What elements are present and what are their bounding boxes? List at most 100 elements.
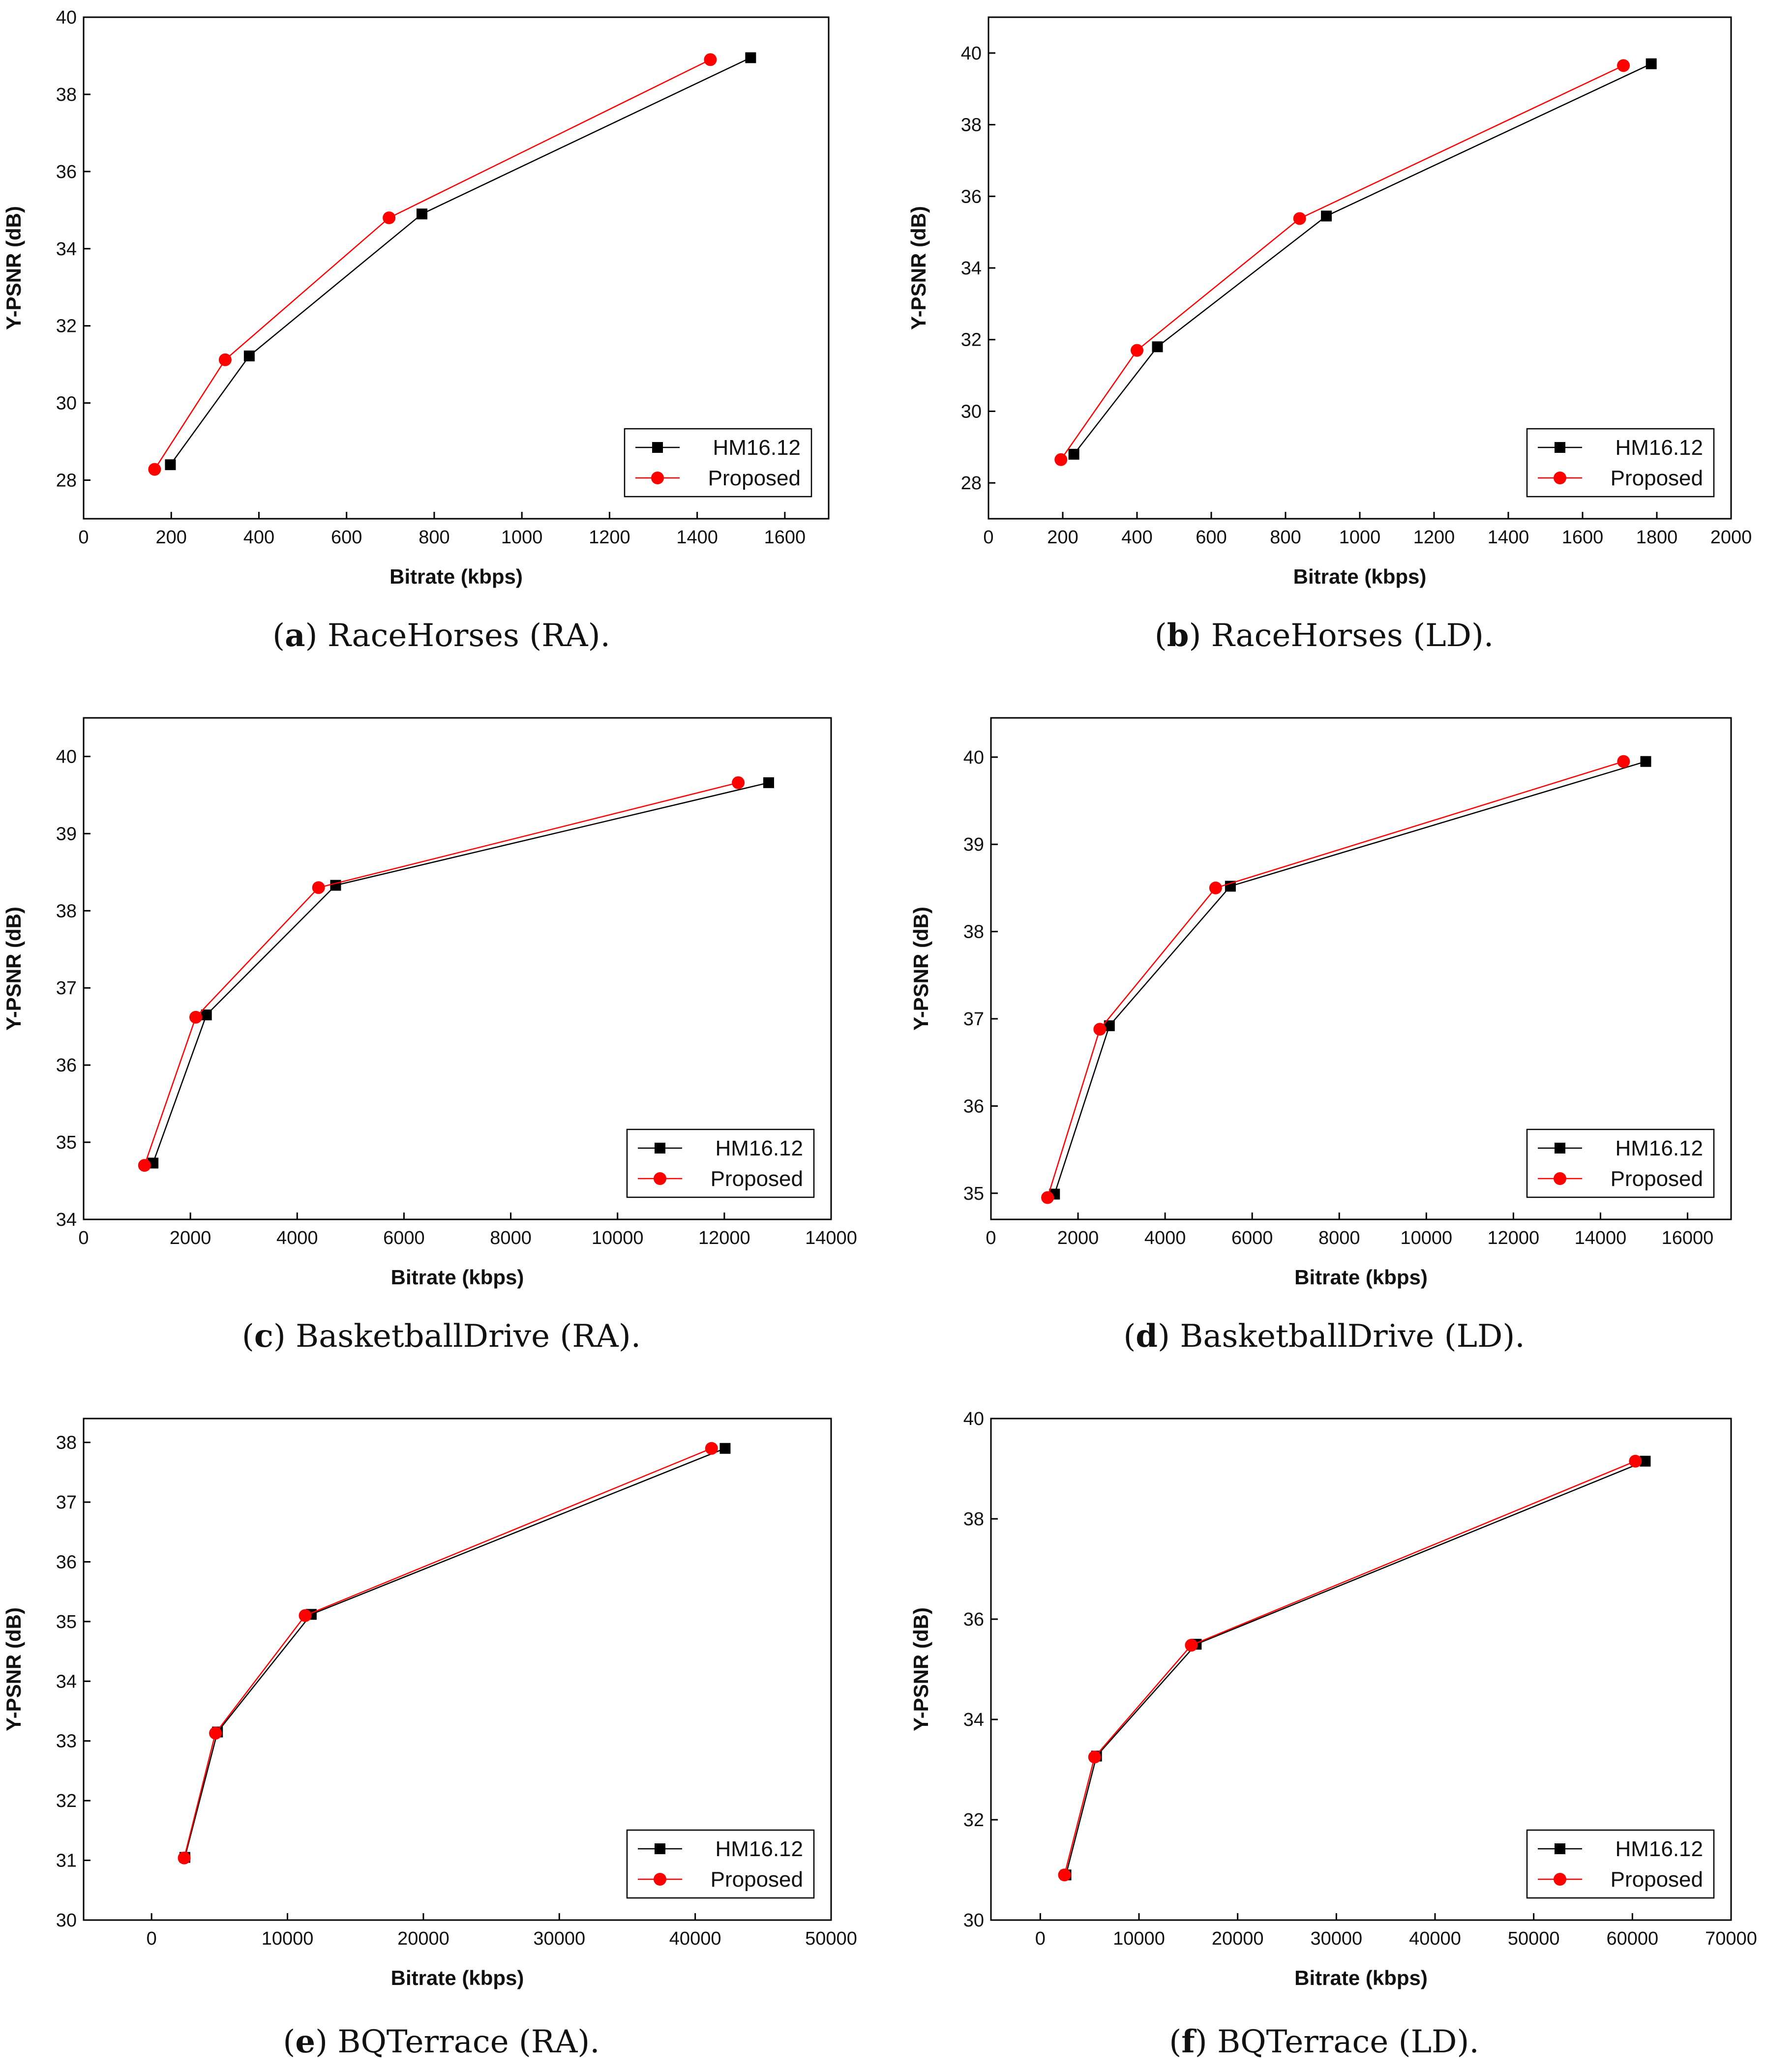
x-tick-label: 10000 <box>592 1228 644 1248</box>
y-tick-label: 34 <box>56 1210 77 1230</box>
y-tick-label: 40 <box>56 746 77 767</box>
y-axis-title: Y-PSNR (dB) <box>909 1607 932 1731</box>
plot-frame <box>990 1418 1732 1921</box>
data-point-hm16-12 <box>1640 756 1651 767</box>
series-line-proposed <box>154 59 711 470</box>
legend-label: HM16.12 <box>715 1837 803 1861</box>
legend-label: Proposed <box>1611 1167 1703 1191</box>
data-point-proposed <box>1131 344 1143 357</box>
legend-marker-proposed <box>654 1873 666 1886</box>
data-point-hm16-12 <box>1104 1020 1115 1032</box>
plot-frame <box>83 1418 832 1921</box>
caption-e: (e) BQTerrace (RA). <box>283 2023 600 2060</box>
y-tick-label: 36 <box>963 1096 984 1117</box>
legend-marker-proposed <box>1554 1873 1566 1886</box>
y-tick-label: 38 <box>56 85 77 105</box>
y-axis-title: Y-PSNR (dB) <box>2 1607 25 1731</box>
data-point-proposed <box>1293 212 1306 225</box>
data-point-hm16-12 <box>719 1443 731 1454</box>
x-tick-label: 1800 <box>1636 527 1678 548</box>
chart-c: 0 2000 4000 6000 8000 10000 12000 14000 34 35 36 37… <box>2 717 857 1289</box>
y-tick-label: 40 <box>963 1409 984 1429</box>
caption-c: (c) BasketballDrive (RA). <box>241 1318 641 1355</box>
x-tick-label: 50000 <box>1508 1928 1560 1949</box>
legend-marker-proposed <box>1554 1172 1566 1185</box>
data-point-hm16-12 <box>243 350 255 361</box>
legend-box <box>626 1829 815 1899</box>
x-tick-label: 1600 <box>764 527 806 548</box>
data-point-proposed <box>1209 881 1222 894</box>
x-tick-label: 2000 <box>170 1228 211 1248</box>
data-point-hm16-12 <box>1646 58 1657 69</box>
y-tick-label: 30 <box>963 1910 984 1931</box>
legend-box <box>1526 428 1715 498</box>
chart-panel-e: 0 10000 20000 30000 40000 50000 30 31 32 33 34 35 36… <box>0 1401 883 2072</box>
data-point-proposed <box>1054 453 1068 466</box>
data-point-hm16-12 <box>1225 881 1236 892</box>
plot-frame <box>83 717 832 1220</box>
data-point-proposed <box>1629 1454 1642 1468</box>
x-tick-label: 10000 <box>1113 1928 1165 1949</box>
series-line-hm16-12 <box>1073 63 1652 455</box>
caption-text: BQTerrace (RA). <box>328 2024 600 2060</box>
data-point-proposed <box>148 463 161 476</box>
x-tick-label: 400 <box>243 527 274 548</box>
data-point-hm16-12 <box>1152 341 1163 353</box>
y-tick-label: 40 <box>961 43 982 64</box>
x-tick-label: 4000 <box>276 1228 318 1248</box>
data-point-proposed <box>1185 1639 1198 1652</box>
legend-marker-hm16-12 <box>652 442 663 453</box>
legend-label: Proposed <box>1611 466 1703 490</box>
data-point-hm16-12 <box>745 52 756 63</box>
legend-marker-proposed <box>1554 472 1566 484</box>
y-tick-label: 32 <box>963 1810 984 1831</box>
series-line-proposed <box>1060 65 1624 460</box>
y-tick-label: 36 <box>963 1609 984 1630</box>
y-tick-label: 38 <box>56 901 77 921</box>
caption-letter: b <box>1167 617 1189 654</box>
x-tick-label: 8000 <box>1318 1228 1360 1248</box>
y-axis-title: Y-PSNR (dB) <box>2 907 25 1031</box>
data-point-proposed <box>1617 59 1630 72</box>
x-tick-label: 60000 <box>1606 1928 1658 1949</box>
plot-frame <box>990 717 1732 1220</box>
caption-letter: e <box>295 2023 316 2060</box>
x-axis-title: Bitrate (kbps) <box>1293 565 1427 588</box>
legend-box <box>624 428 812 498</box>
series-line-proposed <box>183 1448 712 1859</box>
data-point-proposed <box>189 1010 202 1024</box>
chart-panel-a: 0 200 400 600 800 1000 1200 1400 1600 28 30 32 34 36 3… <box>0 0 883 679</box>
y-tick-label: 36 <box>56 1552 77 1572</box>
y-tick-label: 31 <box>56 1851 77 1871</box>
y-tick-label: 37 <box>56 1492 77 1513</box>
legend-marker-hm16-12 <box>1555 1143 1565 1154</box>
y-tick-label: 30 <box>56 1910 77 1931</box>
x-axis-title: Bitrate (kbps) <box>391 1266 524 1289</box>
y-tick-label: 39 <box>963 834 984 855</box>
y-tick-label: 35 <box>56 1132 77 1153</box>
series-line-hm16-12 <box>184 1448 725 1858</box>
x-tick-label: 6000 <box>1231 1228 1273 1248</box>
legend-label: Proposed <box>1611 1867 1703 1892</box>
legend-label: HM16.12 <box>715 1136 803 1160</box>
data-point-hm16-12 <box>1068 448 1079 460</box>
y-tick-label: 36 <box>56 1055 77 1076</box>
x-tick-label: 30000 <box>533 1928 585 1949</box>
y-tick-label: 32 <box>56 1791 77 1811</box>
data-point-proposed <box>299 1609 312 1622</box>
x-tick-label: 0 <box>1035 1928 1046 1949</box>
chart-panel-c: 0 2000 4000 6000 8000 10000 12000 14000 34 35 36 37… <box>0 701 883 1379</box>
caption-letter: a <box>285 617 305 654</box>
legend-marker-hm16-12 <box>1555 1843 1565 1854</box>
chart-d: 0 2000 4000 6000 8000 10000 12000 14000 16000 35 3… <box>909 717 1732 1289</box>
x-tick-label: 1000 <box>501 527 543 548</box>
x-tick-label: 8000 <box>490 1228 532 1248</box>
x-tick-label: 50000 <box>805 1928 857 1949</box>
legend-label: Proposed <box>711 1167 803 1191</box>
x-tick-label: 1200 <box>1413 527 1455 548</box>
y-tick-label: 39 <box>56 824 77 844</box>
y-tick-label: 36 <box>56 162 77 182</box>
y-tick-label: 35 <box>56 1612 77 1632</box>
y-tick-label: 32 <box>56 316 77 337</box>
